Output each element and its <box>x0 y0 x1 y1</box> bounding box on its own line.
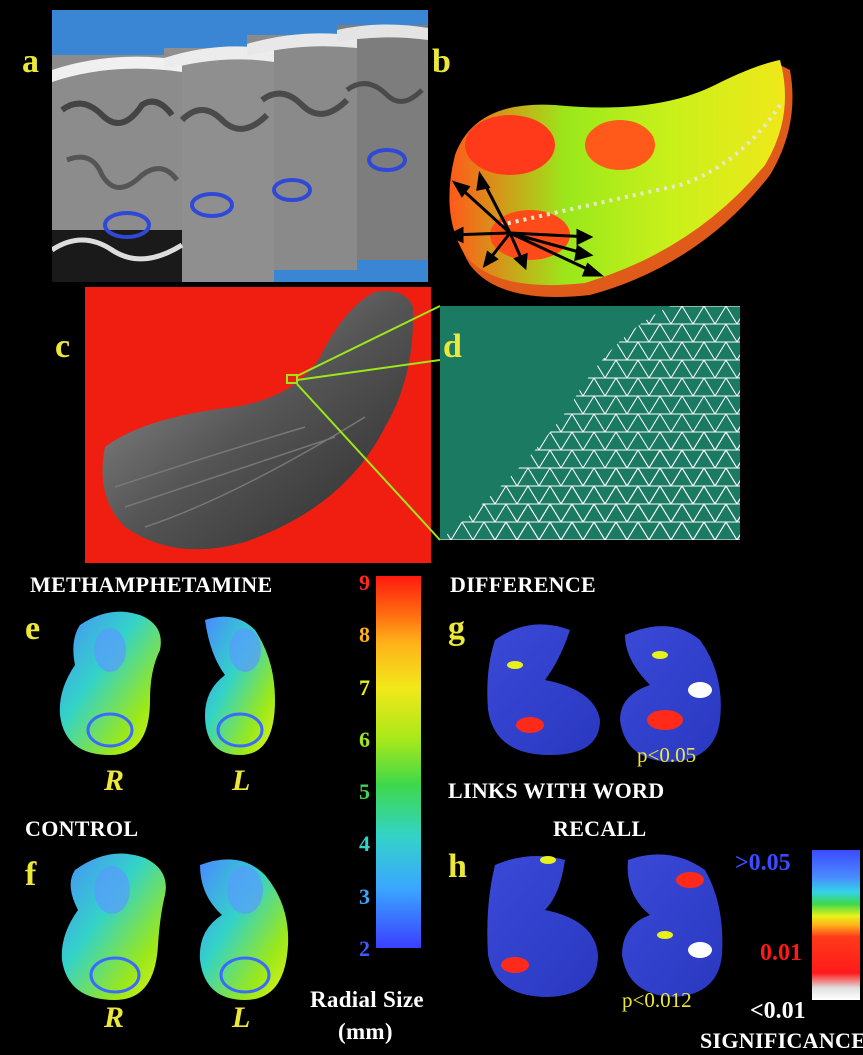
radial-size-tick: 5 <box>359 779 370 805</box>
hippocampus-e-left <box>205 616 275 755</box>
hippocampus-f-left <box>199 859 289 1000</box>
panel-label-c: c <box>55 328 71 365</box>
hippocampus-e-right <box>59 611 161 755</box>
panel-d-mesh-zoom <box>440 306 740 540</box>
radial-size-colorbar <box>376 576 421 948</box>
panel-b-hippocampus-radial-map <box>446 60 793 297</box>
panel-a-mri-slices <box>52 10 428 282</box>
panel-label-d: d <box>443 328 462 365</box>
radial-size-tick: 4 <box>359 831 370 857</box>
hemisphere-label-e-left: L <box>232 764 251 797</box>
significance-top-label: >0.05 <box>735 850 791 876</box>
hippocampus-f-right <box>61 853 166 1000</box>
significance-mid-label: 0.01 <box>760 940 802 966</box>
heading-links-line1: LINKS WITH WORD <box>448 778 665 803</box>
hemisphere-label-f-left: L <box>232 1001 251 1034</box>
p-value-h: p<0.012 <box>622 988 692 1012</box>
panel-label-f: f <box>25 856 37 893</box>
radial-size-label-line1: Radial Size <box>310 987 424 1012</box>
panel-label-a: a <box>22 43 39 80</box>
significance-map-h-left <box>622 854 723 997</box>
p-value-g: p<0.05 <box>637 743 697 767</box>
radial-size-tick: 7 <box>359 674 370 700</box>
heading-links-line2: RECALL <box>553 816 647 841</box>
heading-methamphetamine: METHAMPHETAMINE <box>30 572 273 597</box>
panel-label-h: h <box>448 848 467 885</box>
radial-size-tick: 6 <box>359 726 370 752</box>
significance-map-g-right <box>487 624 600 755</box>
radial-size-tick: 3 <box>359 883 370 909</box>
radial-size-tick: 8 <box>359 622 370 648</box>
panel-label-e: e <box>25 610 41 647</box>
panel-label-g: g <box>448 610 465 647</box>
significance-map-g-left <box>620 626 721 762</box>
hemisphere-label-f-right: R <box>104 1001 125 1034</box>
hemisphere-label-e-right: R <box>104 764 125 797</box>
panel-d-mesh-graphic <box>440 306 740 540</box>
mri-slices-graphic <box>52 10 428 282</box>
radial-size-label-line2: (mm) <box>338 1019 393 1044</box>
heading-difference: DIFFERENCE <box>450 572 597 597</box>
significance-bottom-label: <0.01 <box>750 998 806 1024</box>
significance-title: SIGNIFICANCE <box>700 1028 863 1053</box>
significance-map-h-right <box>487 856 598 997</box>
panel-label-b: b <box>432 43 451 80</box>
radial-size-tick: 9 <box>359 570 370 595</box>
radial-size-tick: 2 <box>359 936 370 961</box>
heading-control: CONTROL <box>25 816 139 841</box>
significance-colorbar <box>812 850 860 1000</box>
